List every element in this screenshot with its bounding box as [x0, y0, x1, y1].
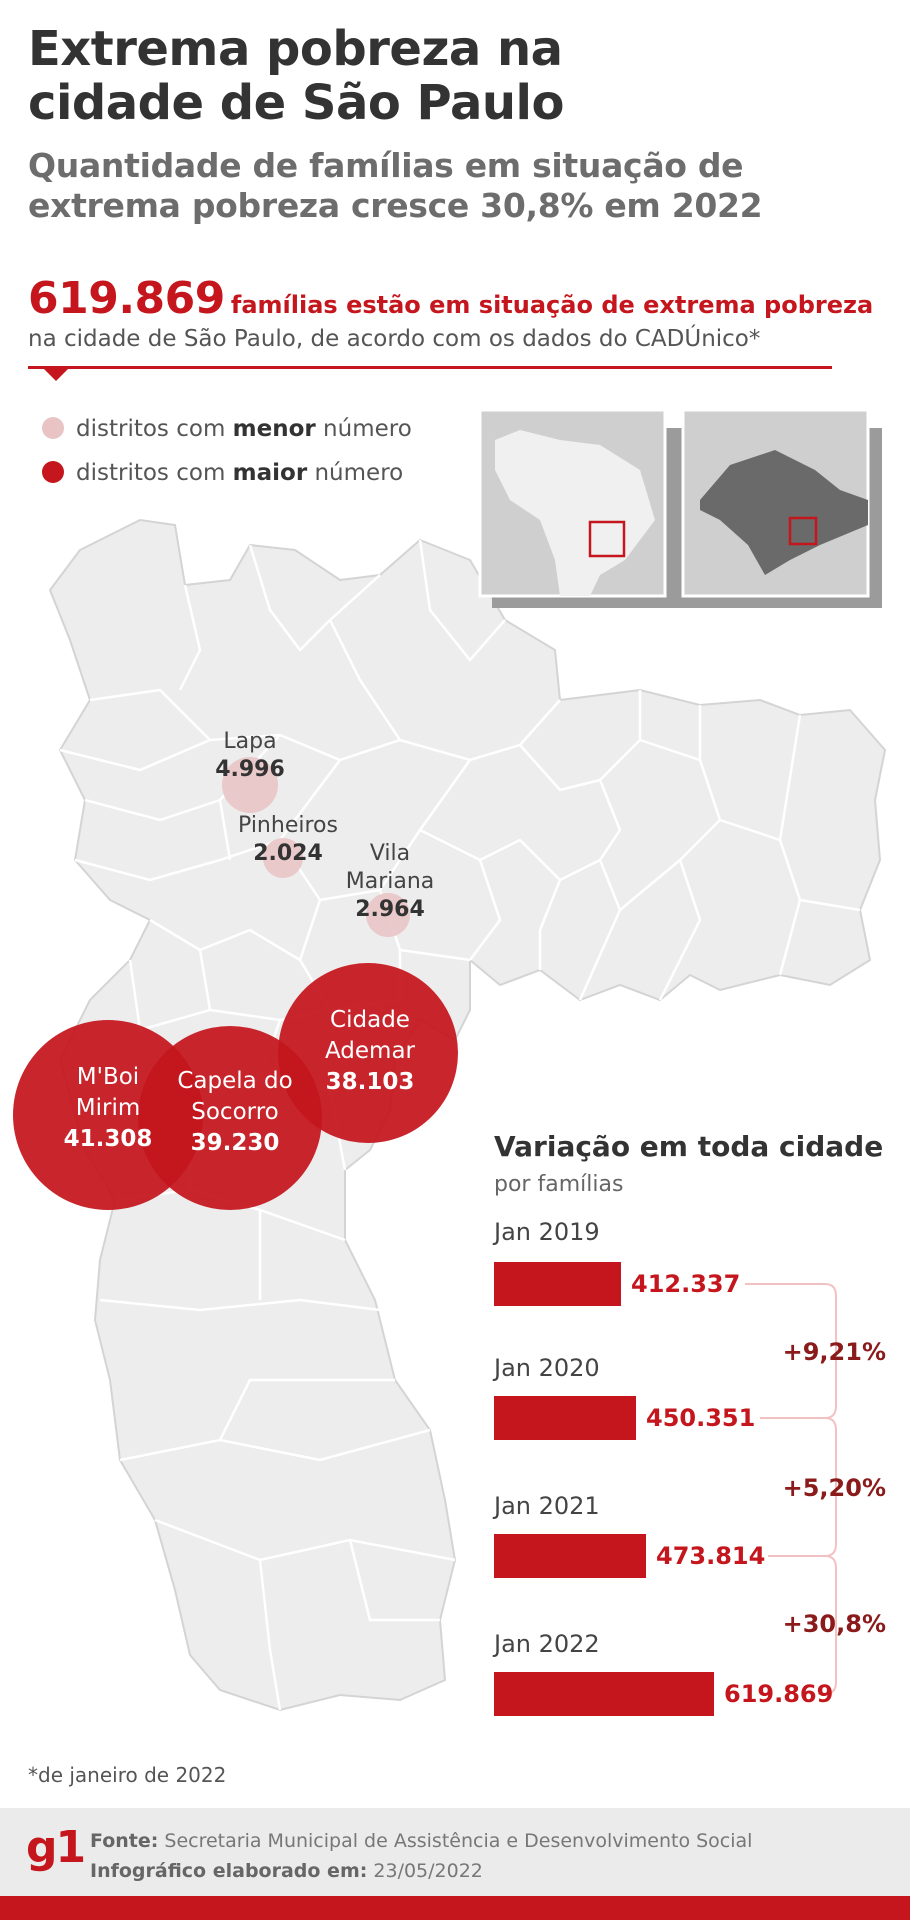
highlight-subtext: na cidade de São Paulo, de acordo com os… [28, 326, 761, 352]
legend-high-bold: maior [232, 460, 308, 486]
label-cidade-ademar: Cidade Ademar 38.103 [300, 1005, 440, 1098]
inset-maps [478, 408, 882, 608]
label-mboi-mirim: M'Boi Mirim 41.308 [38, 1062, 178, 1155]
legend-low-suffix: número [315, 416, 412, 442]
label-cidade-ademar-name2: Ademar [324, 1038, 416, 1064]
bar-2021 [494, 1534, 646, 1578]
bubble-capela-do-socorro [138, 1026, 322, 1210]
label-mboi-mirim-name2: Mirim [75, 1095, 141, 1121]
bar-2022 [494, 1672, 714, 1716]
highlight-text: famílias estão em situação de extrema po… [230, 291, 874, 319]
low-bubbles [222, 757, 410, 937]
bar-value-2022: 619.869 [724, 1680, 834, 1708]
label-lapa-name: Lapa [223, 729, 277, 754]
bar-2020 [494, 1396, 636, 1440]
date-line: Infográfico elaborado em: 23/05/2022 [90, 1860, 483, 1882]
source-label: Fonte: [90, 1830, 159, 1852]
label-lapa: Lapa 4.996 [190, 728, 310, 784]
label-capela-name2: Socorro [191, 1099, 279, 1125]
label-cidade-ademar-value: 38.103 [325, 1069, 415, 1095]
label-pinheiros: Pinheiros 2.024 [218, 812, 358, 868]
bubble-lapa [222, 757, 278, 813]
change-2019-2020: +9,21% [782, 1338, 886, 1366]
variation-subtitle: por famílias [494, 1172, 624, 1197]
year-label-2019: Jan 2019 [494, 1218, 600, 1246]
label-mboi-mirim-name1: M'Boi [76, 1064, 140, 1090]
year-label-2022: Jan 2022 [494, 1630, 600, 1658]
bubble-pinheiros [263, 838, 303, 878]
bar-value-2020: 450.351 [646, 1404, 756, 1432]
legend-high-prefix: distritos com [76, 460, 233, 486]
year-label-2021: Jan 2021 [494, 1492, 600, 1520]
legend-low-swatch [42, 417, 64, 439]
legend-low-prefix: distritos com [76, 416, 233, 442]
inset-locator-sp-state [588, 520, 626, 558]
change-2021-2022: +30,8% [782, 1610, 886, 1638]
highlight-number: 619.869 [28, 273, 225, 324]
legend-low-bold: menor [232, 416, 316, 442]
bar-value-2019: 412.337 [631, 1270, 741, 1298]
label-capela-do-socorro: Capela do Socorro 39.230 [160, 1066, 310, 1159]
high-bubbles [13, 963, 458, 1210]
label-vila-mariana-name2: Mariana [345, 869, 435, 894]
footnote: *de janeiro de 2022 [28, 1763, 227, 1787]
south-america-shape [495, 430, 655, 596]
label-capela-name1: Capela do [177, 1068, 293, 1094]
label-vila-mariana: Vila Mariana 2.964 [330, 840, 450, 924]
label-lapa-value: 4.996 [215, 757, 285, 782]
bar-value-2021: 473.814 [656, 1542, 766, 1570]
footer [0, 1808, 910, 1908]
divider-pointer [44, 369, 68, 381]
page-subtitle: Quantidade de famílias em situação de ex… [28, 146, 888, 226]
footer-accent-bar [0, 1896, 910, 1920]
date-label: Infográfico elaborado em: [90, 1860, 368, 1882]
title-line-1: Extrema pobreza na [28, 21, 563, 77]
label-mboi-mirim-value: 41.308 [63, 1126, 153, 1152]
year-label-2020: Jan 2020 [494, 1354, 600, 1382]
label-cidade-ademar-name1: Cidade [330, 1007, 410, 1033]
label-pinheiros-value: 2.024 [253, 841, 323, 866]
label-vila-mariana-name1: Vila [369, 841, 411, 866]
legend-high-suffix: número [307, 460, 404, 486]
label-pinheiros-name: Pinheiros [238, 813, 338, 838]
page-title: Extrema pobreza na cidade de São Paulo [28, 22, 888, 130]
legend-low: distritos com menor número [42, 416, 412, 442]
variation-title: Variação em toda cidade [494, 1130, 884, 1163]
label-capela-value: 39.230 [190, 1130, 280, 1156]
g1-logo: g1 [26, 1822, 86, 1873]
bubble-cidade-ademar [278, 963, 458, 1143]
legend-high: distritos com maior número [42, 460, 403, 486]
title-line-2: cidade de São Paulo [28, 75, 564, 131]
highlight-statement: 619.869 famílias estão em situação de ext… [28, 276, 888, 331]
change-2020-2021: +5,20% [782, 1474, 886, 1502]
source-line: Fonte: Secretaria Municipal de Assistênc… [90, 1830, 752, 1852]
subtitle-line-1: Quantidade de famílias em situação de [28, 146, 744, 185]
bubble-vila-mariana [366, 893, 410, 937]
bar-2019 [494, 1262, 621, 1306]
inset-locator-sp-city [788, 516, 818, 546]
subtitle-line-2: extrema pobreza cresce 30,8% em 2022 [28, 186, 763, 225]
legend-high-swatch [42, 461, 64, 483]
label-vila-mariana-value: 2.964 [355, 897, 425, 922]
variation-connectors [745, 1283, 837, 1695]
source-text: Secretaria Municipal de Assistência e De… [164, 1830, 753, 1852]
divider-rule [28, 366, 832, 369]
date-text: 23/05/2022 [373, 1860, 483, 1882]
sp-state-shape [700, 450, 868, 575]
